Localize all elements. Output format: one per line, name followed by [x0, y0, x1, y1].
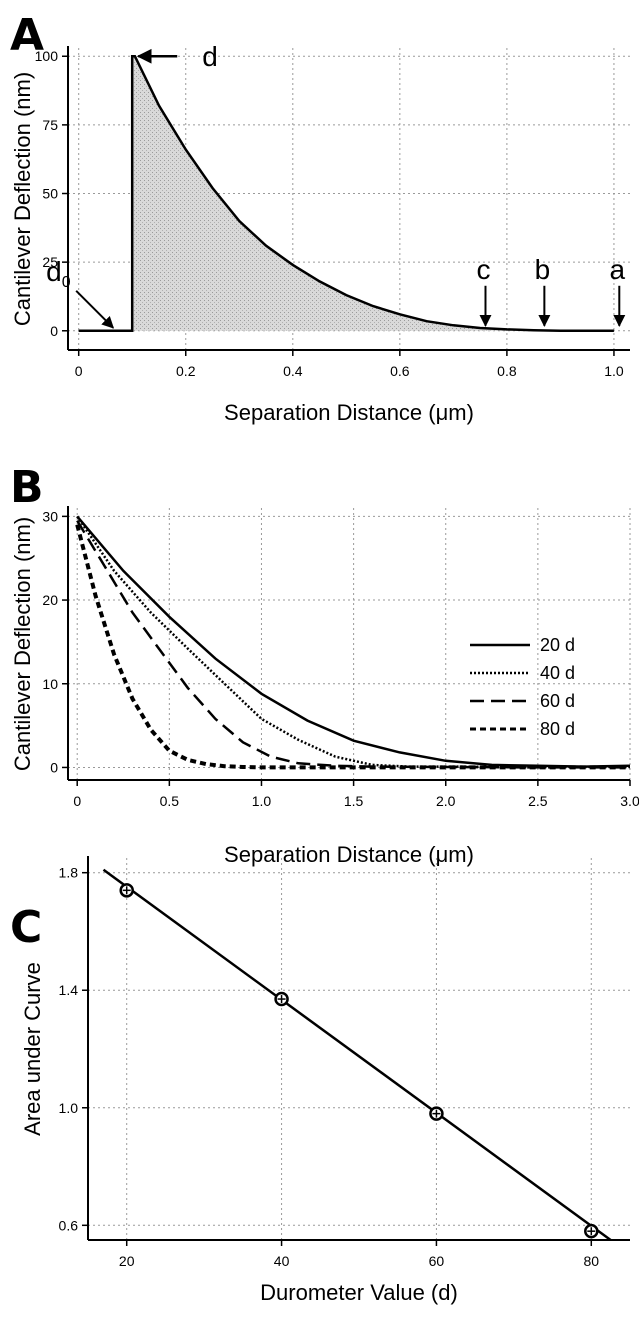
x-tick-label: 2.0	[436, 793, 456, 809]
x-tick-label: 0.6	[390, 363, 410, 379]
y-axis-title: Area under Curve	[20, 962, 45, 1136]
x-tick-label: 60	[429, 1253, 445, 1269]
y-tick-label: 30	[42, 508, 58, 524]
panel-letter-a: A	[10, 10, 44, 61]
panel-letter-b: B	[10, 462, 44, 513]
annotation-d0-subscript: 0	[62, 274, 71, 291]
annotation-c: c	[476, 254, 490, 285]
legend-label-80d: 80 d	[540, 719, 575, 739]
x-tick-label: 80	[583, 1253, 599, 1269]
x-tick-label: 0	[73, 793, 81, 809]
x-tick-label: 1.0	[252, 793, 272, 809]
x-tick-label: 0.8	[497, 363, 517, 379]
annotation-d0-letter: d	[46, 256, 62, 287]
x-tick-label: 20	[119, 1253, 135, 1269]
y-tick-label: 25	[42, 254, 58, 270]
x-tick-label: 40	[274, 1253, 290, 1269]
y-tick-label: 1.8	[59, 865, 79, 881]
y-tick-label: 1.4	[59, 982, 79, 998]
x-axis-title: Separation Distance (μm)	[224, 400, 474, 425]
x-tick-label: 0.4	[283, 363, 303, 379]
legend-label-20d: 20 d	[540, 635, 575, 655]
annotation-arrow-d0	[75, 290, 115, 329]
legend-label-40d: 40 d	[540, 663, 575, 683]
y-axis-title: Cantilever Deflection (nm)	[10, 72, 35, 326]
y-tick-label: 100	[35, 48, 59, 64]
y-tick-label: 75	[42, 117, 58, 133]
annotation-a: a	[610, 254, 626, 285]
y-tick-label: 50	[42, 186, 58, 202]
annotation-d0: d0	[46, 256, 71, 291]
series-line-80d	[75, 524, 630, 770]
chart-panel-b: 20 d 40 d 60 d 80 d 0 0.5 1.0 1.5 2.0 2.5 3.0 0 10 20…	[10, 506, 639, 867]
annotation-d: d	[202, 41, 218, 72]
fit-line	[102, 868, 612, 1242]
y-tick-label: 0	[50, 323, 58, 339]
x-tick-label: 0	[75, 363, 83, 379]
shaded-area	[132, 56, 614, 331]
x-tick-label: 2.5	[528, 793, 548, 809]
x-axis-title: Separation Distance (μm)	[224, 842, 474, 867]
x-tick-label: 3.0	[620, 793, 639, 809]
legend-label-60d: 60 d	[540, 691, 575, 711]
deflection-curve	[78, 54, 614, 333]
y-tick-label: 1.0	[59, 1100, 79, 1116]
annotation-b: b	[535, 254, 551, 285]
x-tick-label: 1.0	[604, 363, 624, 379]
chart-panel-c: 20 40 60 80 0.6 1.0 1.4 1.8 Durometer Value (d) A…	[20, 856, 630, 1305]
y-tick-label: 10	[42, 676, 58, 692]
panel-letter-c: C	[10, 902, 42, 953]
chart-panel-a: dd0 c b a0 0.2 0.4 0.6 0.8 1.00255075100Separati…	[10, 41, 630, 425]
x-tick-label: 1.5	[344, 793, 364, 809]
x-tick-label: 0.5	[160, 793, 180, 809]
y-tick-label: 0.6	[59, 1217, 79, 1233]
x-tick-label: 0.2	[176, 363, 196, 379]
y-tick-label: 0	[50, 759, 58, 775]
y-axis-title: Cantilever Deflection (nm)	[10, 517, 35, 771]
x-axis-title: Durometer Value (d)	[260, 1280, 458, 1305]
y-tick-label: 20	[42, 592, 58, 608]
